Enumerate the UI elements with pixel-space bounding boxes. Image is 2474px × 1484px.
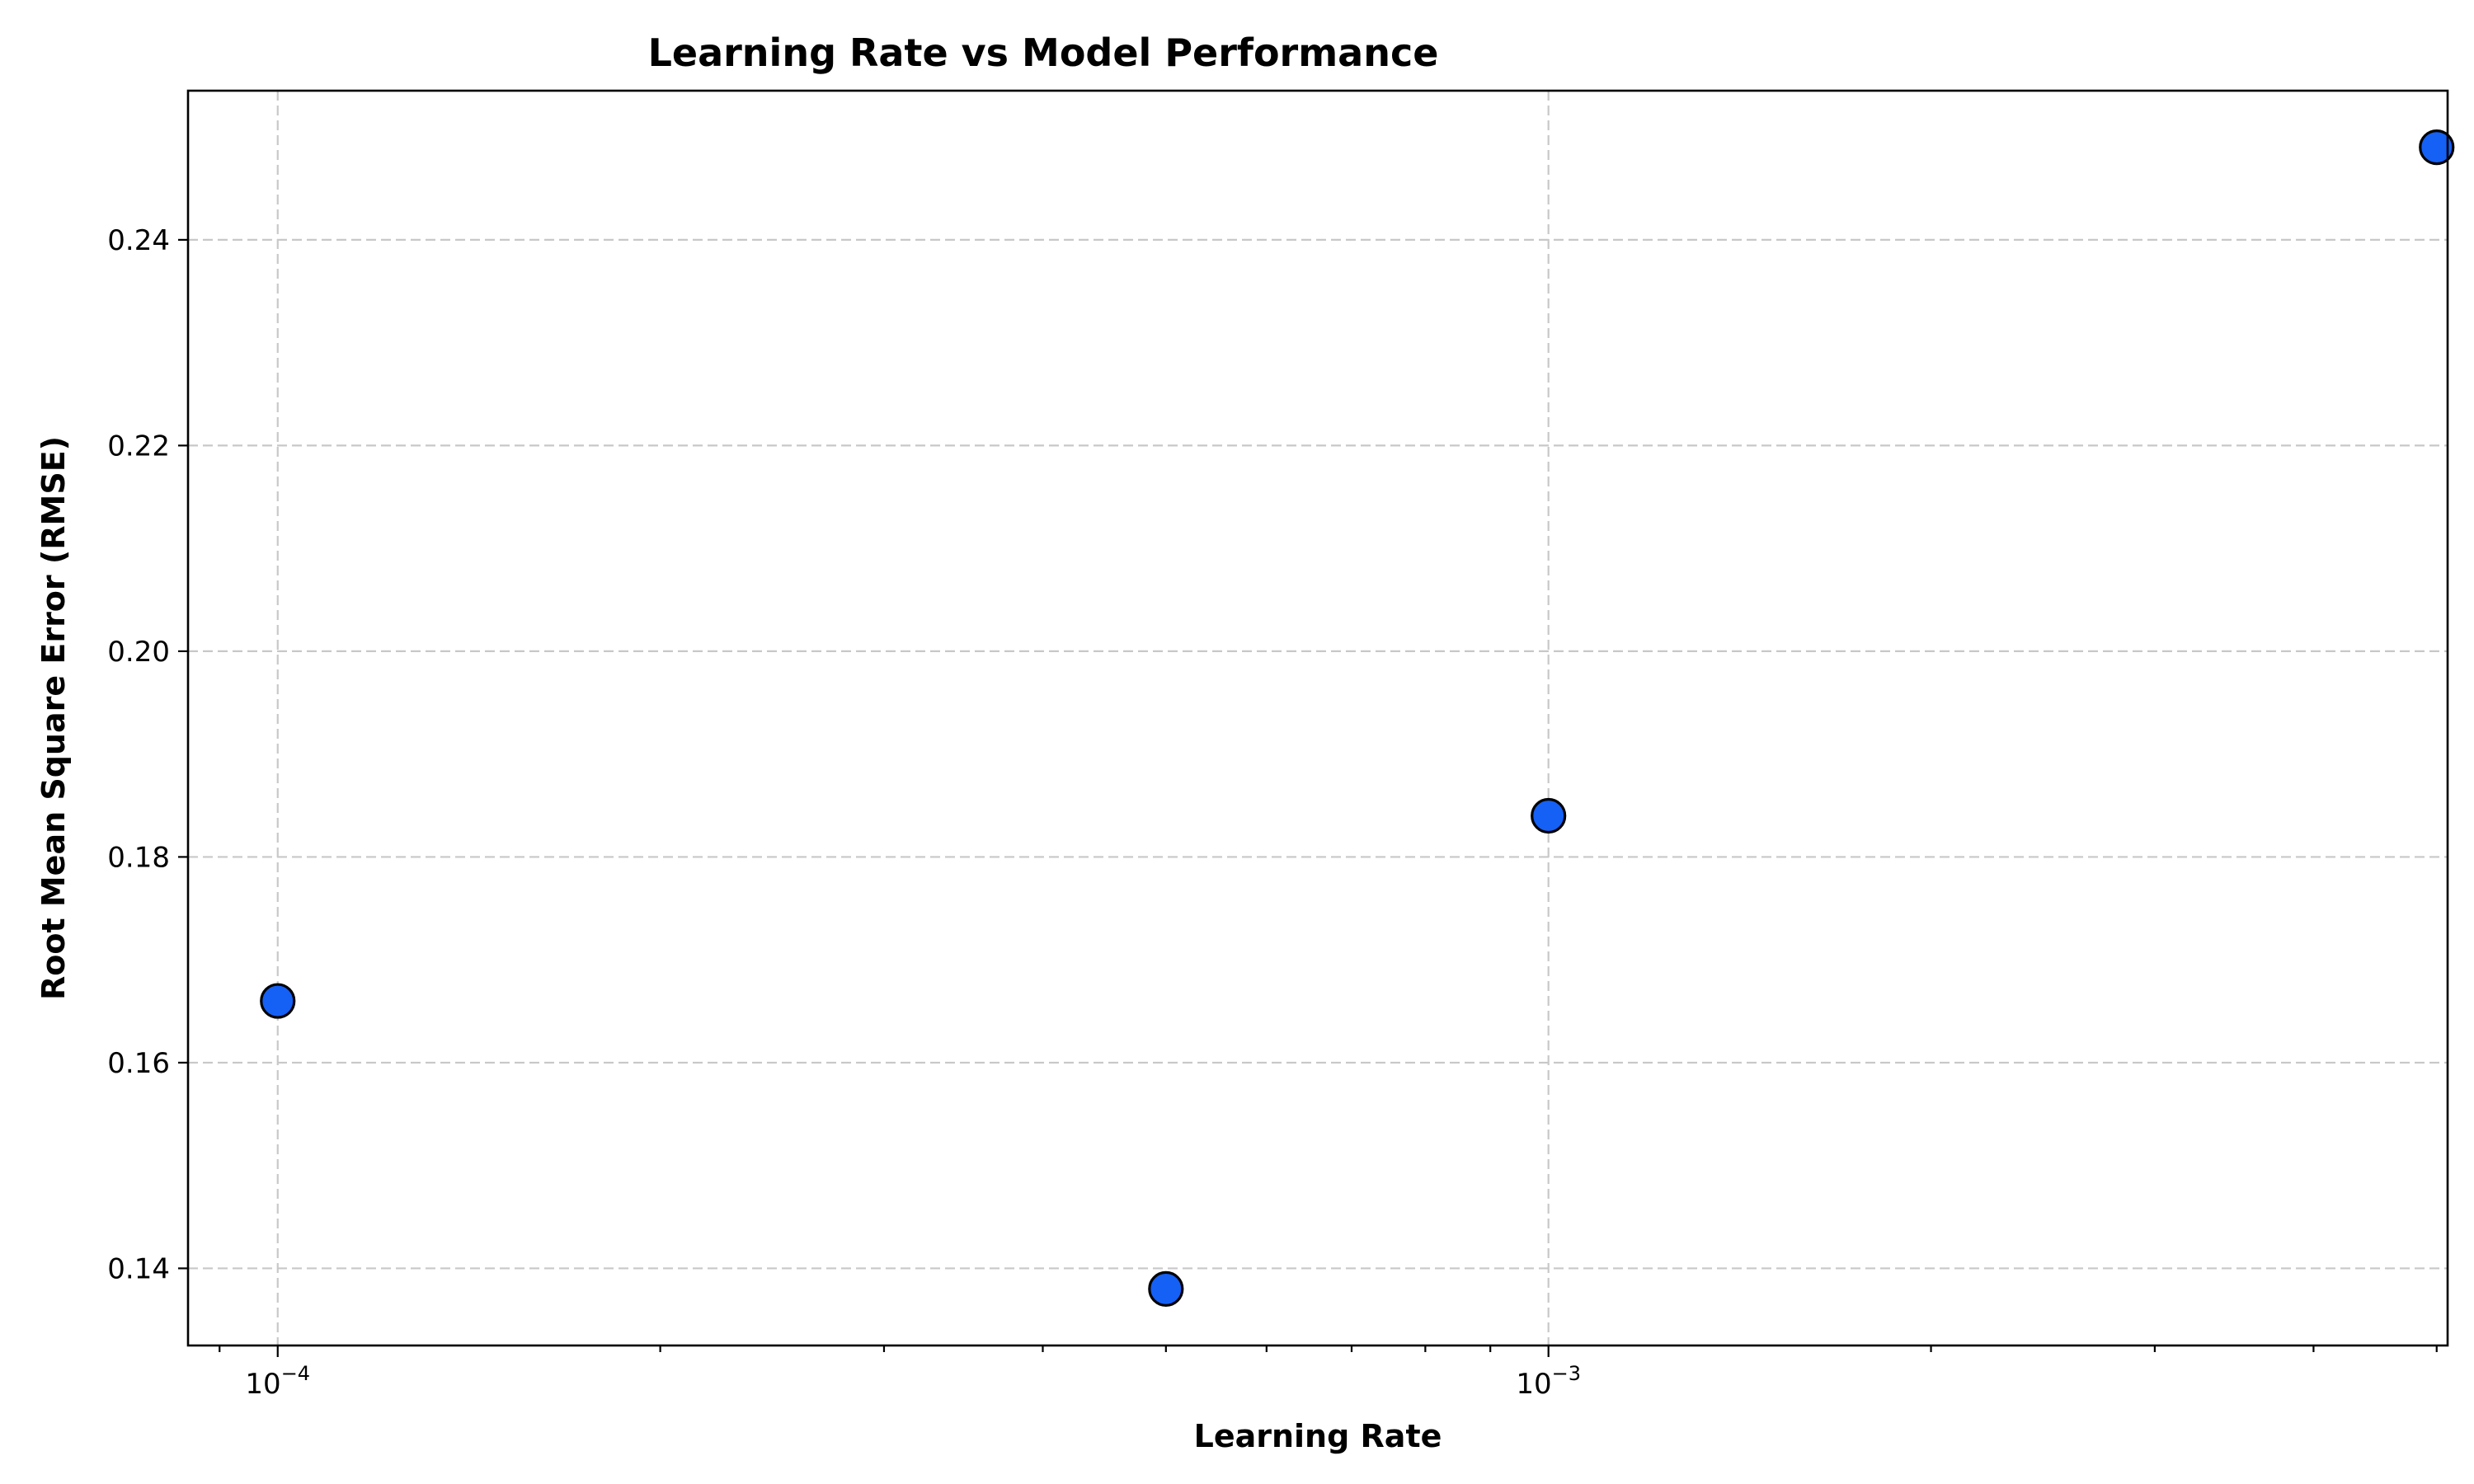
axis-ticks: 0.14 0.16 0.18 0.20 0.22 0.24 10−4 10−3: [107, 224, 2438, 1401]
y-axis-label: Root Mean Square Error (RMSE): [35, 436, 72, 1000]
plot-frame: [186, 89, 2449, 1347]
y-tick-label: 0.14: [107, 1252, 170, 1285]
data-points: [260, 129, 2455, 1307]
y-tick-label: 0.16: [107, 1047, 170, 1080]
y-tick-label: 0.22: [107, 430, 170, 463]
x-tick-label: 10−3: [1516, 1362, 1581, 1401]
grid-lines: [188, 91, 2448, 1345]
data-point: [260, 983, 296, 1019]
y-tick-label: 0.18: [107, 841, 170, 874]
y-tick-label: 0.24: [107, 224, 170, 257]
data-point: [1148, 1270, 1184, 1307]
x-tick-label: 10−4: [245, 1362, 310, 1401]
x-axis-label: Learning Rate: [1194, 1418, 1442, 1454]
data-point: [2419, 129, 2455, 166]
y-tick-label: 0.20: [107, 636, 170, 669]
data-point: [1531, 797, 1567, 834]
chart-title: Learning Rate vs Model Performance: [648, 31, 1439, 75]
